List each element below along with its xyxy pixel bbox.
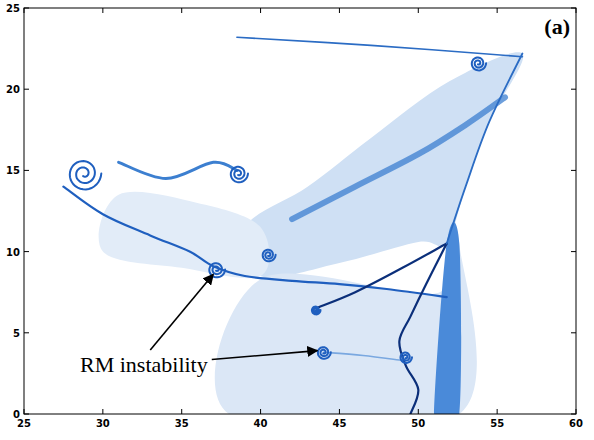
y-tick-right — [571, 170, 576, 171]
interface-curve — [292, 97, 505, 219]
interface-curve — [237, 37, 523, 57]
y-tick-right — [571, 89, 576, 90]
y-tick-right — [571, 251, 576, 252]
x-tick-label: 60 — [569, 418, 583, 429]
x-tick — [260, 409, 261, 414]
x-tick-top — [24, 8, 25, 13]
x-tick-top — [418, 8, 419, 13]
interface-curve — [447, 54, 523, 244]
x-tick-label: 50 — [411, 418, 425, 429]
density-region — [99, 192, 270, 278]
density-region — [434, 222, 461, 414]
field — [63, 37, 523, 414]
y-tick-label: 0 — [13, 409, 20, 420]
interface-curve — [119, 162, 237, 178]
interface-curve — [316, 244, 447, 309]
y-tick — [24, 332, 29, 333]
x-tick — [102, 409, 103, 414]
density-region — [242, 52, 524, 277]
x-tick-top — [497, 8, 498, 13]
x-tick-top — [102, 8, 103, 13]
y-tick-label: 15 — [6, 165, 20, 176]
x-tick — [181, 409, 182, 414]
vortex — [472, 58, 486, 71]
plot-frame — [24, 8, 576, 414]
y-tick-right — [571, 8, 576, 9]
vortex — [231, 167, 248, 182]
x-tick — [24, 409, 25, 414]
y-tick-label: 20 — [6, 84, 20, 95]
y-tick-label: 10 — [6, 247, 20, 258]
x-tick-label: 55 — [490, 418, 504, 429]
vortex — [263, 250, 276, 262]
x-tick — [497, 409, 498, 414]
vortex — [318, 347, 331, 359]
interface-curve — [324, 352, 403, 360]
x-tick — [576, 409, 577, 414]
panel-label: (a) — [544, 14, 570, 39]
annotation-arrow — [212, 351, 318, 360]
y-tick — [24, 414, 29, 415]
annotation-arrow — [150, 274, 213, 350]
x-tick-label: 45 — [332, 418, 346, 429]
y-tick — [24, 251, 29, 252]
x-tick-label: 40 — [254, 418, 268, 429]
vortex — [401, 353, 413, 363]
y-tick — [24, 8, 29, 9]
y-tick — [24, 89, 29, 90]
x-tick-label: 35 — [175, 418, 189, 429]
y-tick-label: 5 — [13, 328, 20, 339]
x-tick-label: 30 — [96, 418, 110, 429]
interface-curve — [399, 244, 446, 415]
x-tick-top — [181, 8, 182, 13]
x-tick-top — [339, 8, 340, 13]
y-tick — [24, 170, 29, 171]
annotation-text: RM instability — [80, 352, 208, 377]
interface-curve — [63, 187, 446, 298]
x-tick — [339, 409, 340, 414]
x-tick-top — [576, 8, 577, 13]
vortex — [70, 161, 102, 189]
x-tick — [418, 409, 419, 414]
y-tick-right — [571, 332, 576, 333]
x-tick-top — [260, 8, 261, 13]
y-tick-label: 25 — [6, 3, 20, 14]
vortex — [312, 307, 321, 315]
y-tick-right — [571, 414, 576, 415]
